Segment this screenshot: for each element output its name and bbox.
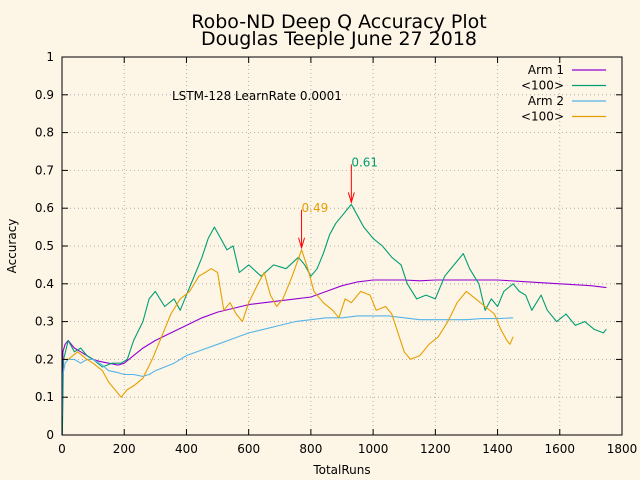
x-axis-label: TotalRuns — [312, 463, 370, 477]
x-tick-label: 600 — [237, 442, 260, 456]
y-tick-label: 0.9 — [35, 88, 54, 102]
x-tick-label: 1800 — [607, 442, 638, 456]
y-tick-label: 0.4 — [35, 277, 54, 291]
model-annotation: LSTM-128 LearnRate 0.0001 — [172, 89, 342, 103]
series-line-1 — [61, 279, 607, 436]
peak-label-2: 0.49 — [302, 201, 329, 215]
y-tick-label: 0.5 — [35, 239, 54, 253]
y-axis-label: Accuracy — [5, 219, 19, 274]
y-tick-label: 0.1 — [35, 390, 54, 404]
y-tick-label: 1 — [46, 50, 54, 64]
axis-ticks: 0 200 400 600 800 1000 1200 1400 1600 1800 0 0.1 0.2… — [35, 50, 637, 456]
y-tick-label: 0.2 — [35, 352, 54, 366]
x-tick-label: 1000 — [358, 442, 389, 456]
peak-arrowhead-1 — [347, 192, 355, 205]
y-tick-label: 0.3 — [35, 315, 54, 329]
legend-label-1: Arm 1 — [528, 63, 564, 77]
chart-title: Robo-ND Deep Q Accuracy Plot — [191, 11, 486, 33]
series-lines — [61, 203, 607, 436]
x-tick-label: 0 — [58, 442, 66, 456]
legend: Arm 1<100>Arm 2<100> — [521, 63, 606, 124]
grid-lines — [62, 57, 622, 435]
x-tick-label: 1400 — [482, 442, 513, 456]
peak-label-1: 0.61 — [351, 155, 378, 169]
legend-label-3: Arm 2 — [528, 94, 564, 108]
x-tick-label: 200 — [113, 442, 136, 456]
series-line-4 — [62, 249, 514, 398]
peak-arrowhead-2 — [298, 237, 306, 250]
y-tick-label: 0.7 — [35, 163, 54, 177]
x-tick-label: 1600 — [545, 442, 576, 456]
x-tick-label: 1200 — [420, 442, 451, 456]
series-line-3 — [61, 315, 514, 417]
series-line-2 — [61, 203, 607, 436]
y-tick-label: 0 — [46, 428, 54, 442]
y-tick-label: 0.6 — [35, 201, 54, 215]
y-tick-label: 0.8 — [35, 126, 54, 140]
peak-annotations: 0.61 0.49 — [298, 155, 378, 250]
x-tick-label: 800 — [299, 442, 322, 456]
legend-label-2: <100> — [521, 79, 564, 93]
x-tick-label: 400 — [175, 442, 198, 456]
chart-subtitle: Douglas Teeple June 27 2018 — [201, 28, 477, 50]
legend-label-4: <100> — [521, 110, 564, 124]
